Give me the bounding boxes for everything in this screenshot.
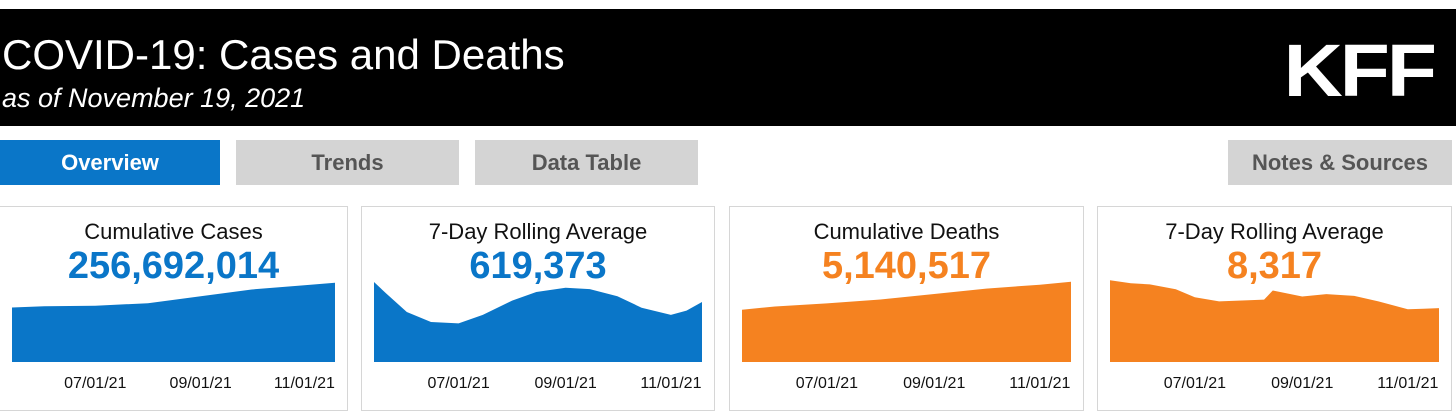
x-tick-label: 11/01/21 [273,375,335,392]
card-value: 619,373 [469,245,607,287]
x-tick-label: 09/01/21 [534,375,597,392]
x-tick-label: 07/01/21 [64,375,127,392]
page-subtitle: as of November 19, 2021 [2,83,306,113]
page-title: COVID-19: Cases and Deaths [2,31,565,78]
cases-rolling-average-chart [374,282,702,362]
page-header: COVID-19: Cases and Deaths as of Novembe… [0,9,1456,126]
card-label: Cumulative Cases [84,219,263,244]
area-series [12,282,335,362]
tab-notes-sources[interactable]: Notes & Sources [1228,140,1452,185]
card-cumulative-cases: Cumulative Cases 256,692,014 07/01/21 09/… [0,206,348,411]
card-label: Cumulative Deaths [813,219,1000,244]
x-tick-label: 11/01/21 [640,375,702,392]
cumulative-cases-chart [12,282,335,362]
card-label: 7-Day Rolling Average [428,219,648,244]
card-value: 5,140,517 [821,245,992,287]
deaths-rolling-average-chart [1110,280,1439,362]
card-deaths-rolling-average: 7-Day Rolling Average 8,317 07/01/21 09/0… [1097,206,1452,411]
cumulative-deaths-chart [742,281,1071,362]
tab-data-table[interactable]: Data Table [475,140,698,185]
x-tick-label: 11/01/21 [1377,375,1439,392]
area-series [1110,280,1439,362]
card-label: 7-Day Rolling Average [1165,219,1384,244]
x-tick-label: 07/01/21 [1163,375,1226,392]
x-tick-label: 07/01/21 [427,375,490,392]
card-value: 8,317 [1226,245,1323,287]
x-tick-label: 09/01/21 [169,375,232,392]
area-series [742,281,1071,362]
area-series [374,282,702,362]
x-tick-label: 09/01/21 [903,375,966,392]
tab-trends[interactable]: Trends [236,140,459,185]
card-value: 256,692,014 [67,245,280,287]
x-tick-label: 11/01/21 [1009,375,1071,392]
kff-logo: KFF [1283,30,1437,113]
card-cumulative-deaths: Cumulative Deaths 5,140,517 07/01/21 09/0… [729,206,1084,411]
tab-overview[interactable]: Overview [0,140,220,185]
x-tick-label: 07/01/21 [795,375,858,392]
card-cases-rolling-average: 7-Day Rolling Average 619,373 07/01/21 09… [361,206,715,411]
x-tick-label: 09/01/21 [1271,375,1334,392]
